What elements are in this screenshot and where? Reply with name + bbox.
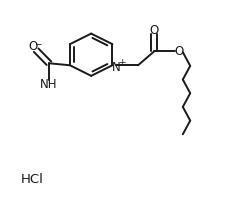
Text: HCl: HCl <box>21 173 44 186</box>
Text: O: O <box>174 45 184 58</box>
Text: N: N <box>112 61 120 74</box>
Text: −: − <box>34 39 41 48</box>
Text: +: + <box>118 58 126 67</box>
Text: O: O <box>150 24 159 37</box>
Text: O: O <box>29 40 38 53</box>
Text: NH: NH <box>40 78 58 91</box>
